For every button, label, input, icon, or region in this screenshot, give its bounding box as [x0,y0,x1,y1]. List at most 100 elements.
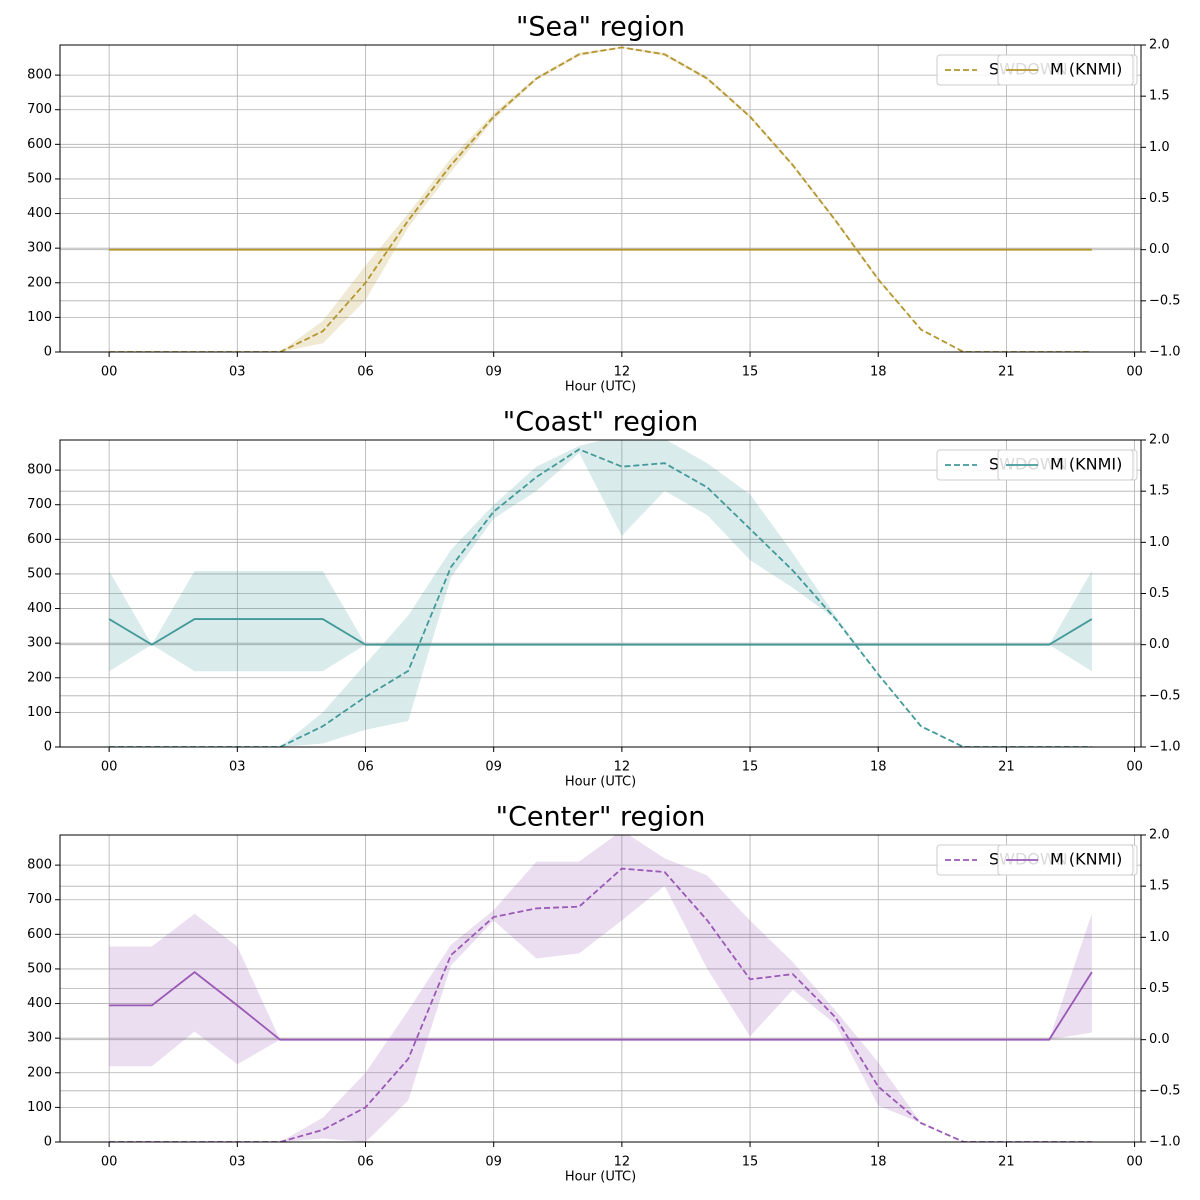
y-tick-label: 500 [27,171,52,186]
x-tick-label: 06 [357,1155,374,1170]
y2-tick-label: 0.5 [1149,191,1170,206]
x-tick-label: 00 [1126,365,1143,380]
y-tick-label: 300 [27,1031,52,1046]
x-tick-label: 15 [742,365,759,380]
x-tick-label: 06 [357,760,374,775]
y-tick-label: 400 [27,996,52,1011]
chart-title: "Sea" region [516,12,685,43]
x-axis-label: Hour (UTC) [565,380,636,395]
y-tick-label: 600 [27,532,52,547]
y-tick-label: 100 [27,1100,52,1115]
x-tick-label: 09 [485,760,502,775]
series-line [108,618,1093,646]
y2-tick-label: 2.0 [1149,38,1170,53]
y-tick-label: 400 [27,601,52,616]
y-tick-label: 300 [27,636,52,651]
y2-tick-label: 1.5 [1149,89,1170,104]
chart-title: "Center" region [496,802,706,833]
band [109,913,1092,1067]
y-tick-label: 800 [27,858,52,873]
legend-box [997,449,1134,481]
y-tick-label: 500 [27,566,52,581]
series-line [109,970,1093,1041]
series-line [109,867,1092,1142]
y2-tick-label: 0.5 [1149,586,1170,601]
x-tick-label: 21 [998,1155,1015,1170]
legend-box [997,54,1134,86]
y-tick-label: 800 [27,463,52,478]
x-tick-label: 18 [870,365,887,380]
plot-area [60,440,1141,747]
band [109,835,1092,1142]
y2-tick-label: 2.0 [1149,433,1170,448]
x-tick-label: 21 [998,760,1015,775]
x-tick-label: 00 [1126,1155,1143,1170]
y-tick-label: 700 [27,497,52,512]
x-tick-label: 03 [229,1155,246,1170]
y2-tick-label: −1.0 [1149,740,1181,755]
x-tick-label: 15 [742,760,759,775]
y-tick-label: 200 [27,1065,52,1080]
y2-tick-label: 1.5 [1149,879,1170,894]
y2-tick-label: 1.0 [1149,535,1170,550]
chart-title: "Coast" region [503,407,698,438]
series-line [109,448,1092,747]
y-tick-label: 800 [27,68,52,83]
y-tick-label: 700 [27,892,52,907]
legend-box [997,844,1134,876]
x-tick-label: 03 [229,760,246,775]
y-tick-label: 100 [27,705,52,720]
x-tick-label: 09 [485,365,502,380]
y2-tick-label: 0.0 [1149,637,1170,652]
y-tick-label: 500 [27,961,52,976]
y-tick-label: 400 [27,206,52,221]
y2-tick-label: −0.5 [1149,1083,1181,1098]
y-tick-label: 0 [44,345,52,360]
x-tick-label: 21 [998,365,1015,380]
y-tick-label: 100 [27,310,52,325]
legend-label: M (KNMI) [1050,60,1122,79]
plot-area [60,835,1141,1142]
x-tick-label: 18 [870,1155,887,1170]
x-tick-label: 00 [1126,760,1143,775]
x-tick-label: 03 [229,365,246,380]
y2-tick-label: 1.0 [1149,930,1170,945]
y-tick-label: 0 [44,740,52,755]
series-line [109,46,1092,352]
legend-label: M (KNMI) [1050,850,1122,869]
x-axis-label: Hour (UTC) [565,775,636,790]
y-tick-label: 600 [27,927,52,942]
x-tick-label: 06 [357,365,374,380]
x-tick-label: 15 [742,1155,759,1170]
band [109,46,1092,352]
y2-tick-label: −0.5 [1149,688,1181,703]
x-tick-label: 00 [101,1155,118,1170]
y2-tick-label: 1.0 [1149,140,1170,155]
y2-tick-label: 1.5 [1149,484,1170,499]
x-tick-label: 12 [614,760,631,775]
y-tick-label: 200 [27,275,52,290]
x-tick-label: 12 [614,1155,631,1170]
y-tick-label: 600 [27,137,52,152]
y2-tick-label: −0.5 [1149,293,1181,308]
y2-tick-label: −1.0 [1149,345,1181,360]
y2-tick-label: 0.0 [1149,1032,1170,1047]
band [109,570,1092,672]
y2-tick-label: 2.0 [1149,828,1170,843]
plot-area [60,45,1141,352]
x-axis-label: Hour (UTC) [565,1170,636,1185]
x-tick-label: 00 [101,760,118,775]
y2-tick-label: 0.5 [1149,981,1170,996]
y2-tick-label: −1.0 [1149,1135,1181,1150]
y-tick-label: 0 [44,1135,52,1150]
y-tick-label: 700 [27,102,52,117]
y-tick-label: 300 [27,241,52,256]
x-tick-label: 09 [485,1155,502,1170]
legend-label: M (KNMI) [1050,455,1122,474]
y-tick-label: 200 [27,670,52,685]
x-tick-label: 12 [614,365,631,380]
y2-tick-label: 0.0 [1149,242,1170,257]
x-tick-label: 00 [101,365,118,380]
x-tick-label: 18 [870,760,887,775]
